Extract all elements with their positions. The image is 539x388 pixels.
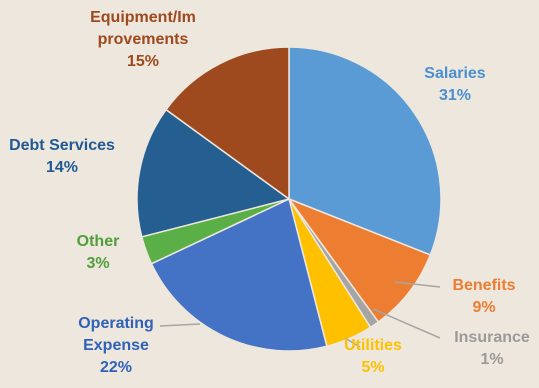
slice-equipment-improvements bbox=[164, 46, 290, 201]
slice-label-equipment-improvements: Equipment/Im provements 15% bbox=[90, 9, 196, 70]
slice-label-benefits: Benefits 9% bbox=[452, 277, 515, 316]
pie-slices bbox=[136, 46, 442, 352]
leader-line-insurance bbox=[372, 308, 441, 339]
leader-line-benefits bbox=[394, 281, 441, 288]
slice-salaries bbox=[288, 46, 442, 256]
leader-lines bbox=[159, 281, 441, 348]
slice-label-operating-expense: Operating Expense 22% bbox=[78, 315, 154, 376]
leader-line-operating-expense bbox=[159, 323, 201, 327]
slice-label-debt-services: Debt Services 14% bbox=[9, 137, 115, 176]
slice-label-salaries: Salaries 31% bbox=[424, 65, 485, 104]
slice-label-other: Other 3% bbox=[77, 233, 120, 272]
slice-label-utilities: Utilities 5% bbox=[344, 337, 402, 376]
slice-debt-services bbox=[136, 108, 291, 238]
slice-benefits bbox=[286, 197, 432, 324]
leader-line-utilities bbox=[344, 337, 361, 348]
slice-label-insurance: Insurance 1% bbox=[454, 329, 530, 368]
slice-operating-expense bbox=[150, 197, 328, 352]
slice-labels: Salaries 31% Benefits 9% Insurance 1% Utilitie… bbox=[9, 9, 530, 376]
